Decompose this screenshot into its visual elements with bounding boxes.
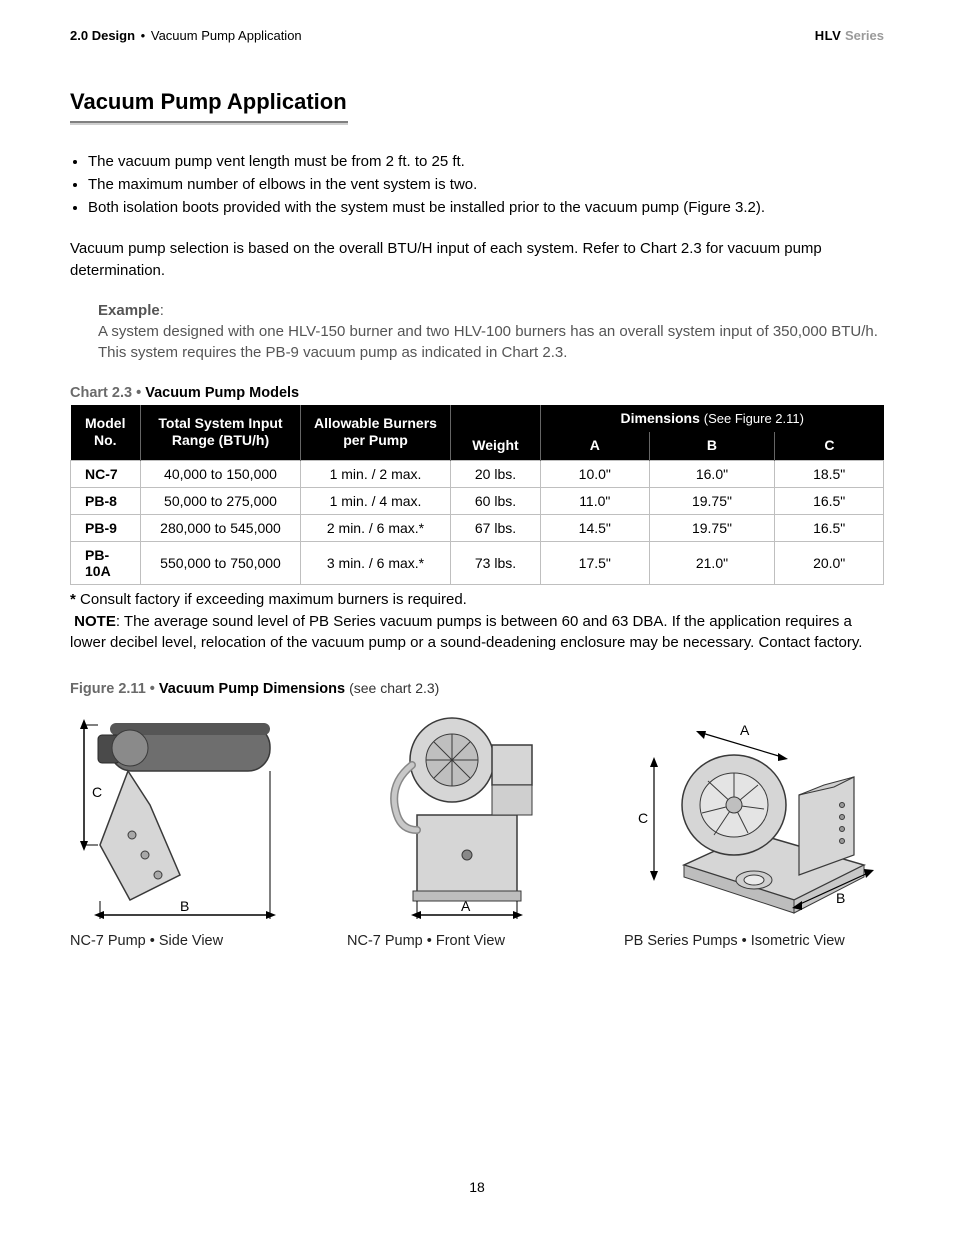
- col-dimensions: Dimensions (See Figure 2.11): [541, 405, 884, 433]
- pump-models-table: Model No. Total System Input Range (BTU/…: [70, 405, 884, 585]
- figure-caption: NC-7 Pump • Front View: [347, 933, 596, 949]
- section-title: Design: [92, 28, 135, 43]
- footnote-star: *: [70, 591, 80, 608]
- table-body: NC-7 40,000 to 150,000 1 min. / 2 max. 2…: [71, 460, 884, 584]
- table-row: NC-7 40,000 to 150,000 1 min. / 2 max. 2…: [71, 460, 884, 487]
- breadcrumb-sep: •: [141, 28, 146, 43]
- list-item: The maximum number of elbows in the vent…: [88, 174, 884, 196]
- cell-weight: 60 lbs.: [451, 487, 541, 514]
- col-dim-c: C: [775, 432, 884, 460]
- cell-burners: 1 min. / 2 max.: [301, 460, 451, 487]
- svg-text:B: B: [180, 898, 189, 914]
- page-header: 2.0 Design • Vacuum Pump Application HLV…: [70, 28, 884, 43]
- cell-a: 14.5": [541, 514, 650, 541]
- example-block: Example: A system designed with one HLV-…: [98, 300, 884, 363]
- col-model: Model No.: [71, 405, 141, 461]
- cell-model: NC-7: [71, 460, 141, 487]
- svg-text:C: C: [92, 784, 102, 800]
- table-row: PB-8 50,000 to 275,000 1 min. / 4 max. 6…: [71, 487, 884, 514]
- svg-text:A: A: [461, 898, 471, 914]
- cell-weight: 67 lbs.: [451, 514, 541, 541]
- cell-model: PB-8: [71, 487, 141, 514]
- cell-b: 19.75": [649, 487, 775, 514]
- svg-text:C: C: [638, 810, 648, 826]
- pump-side-view-icon: C B: [70, 705, 290, 925]
- cell-c: 20.0": [775, 541, 884, 584]
- col-dim-a: A: [541, 432, 650, 460]
- cell-range: 280,000 to 545,000: [141, 514, 301, 541]
- cell-range: 40,000 to 150,000: [141, 460, 301, 487]
- figures-row: C B NC-7 Pump • Side View: [70, 705, 884, 949]
- svg-text:A: A: [740, 722, 750, 738]
- col-dim-b: B: [649, 432, 775, 460]
- table-row: PB-10A 550,000 to 750,000 3 min. / 6 max…: [71, 541, 884, 584]
- cell-weight: 73 lbs.: [451, 541, 541, 584]
- figure-label: Figure 2.11 • Vacuum Pump Dimensions (se…: [70, 680, 884, 697]
- note-text: : The average sound level of PB Series v…: [70, 613, 862, 652]
- pump-front-view-icon: A: [347, 705, 567, 925]
- figure-caption: NC-7 Pump • Side View: [70, 933, 319, 949]
- series-word: Series: [845, 28, 884, 43]
- cell-c: 18.5": [775, 460, 884, 487]
- section-number: 2.0: [70, 28, 88, 43]
- cell-model: PB-10A: [71, 541, 141, 584]
- col-weight: Weight: [451, 405, 541, 461]
- figure-subtitle: (see chart 2.3): [349, 680, 439, 696]
- cell-c: 16.5": [775, 487, 884, 514]
- cell-a: 11.0": [541, 487, 650, 514]
- example-text: A system designed with one HLV-150 burne…: [98, 323, 878, 361]
- cell-c: 16.5": [775, 514, 884, 541]
- page-title: Vacuum Pump Application: [70, 89, 884, 115]
- intro-paragraph: Vacuum pump selection is based on the ov…: [70, 238, 884, 282]
- figure-nc7-side: C B NC-7 Pump • Side View: [70, 705, 319, 949]
- list-item: Both isolation boots provided with the s…: [88, 197, 884, 219]
- bullet-list: The vacuum pump vent length must be from…: [88, 151, 884, 218]
- figure-pb-iso: A C B PB Series Pumps • Isometric View: [624, 705, 884, 949]
- figure-title: Vacuum Pump Dimensions: [159, 681, 345, 697]
- cell-b: 16.0": [649, 460, 775, 487]
- cell-a: 10.0": [541, 460, 650, 487]
- cell-weight: 20 lbs.: [451, 460, 541, 487]
- footnote-star-text: Consult factory if exceeding maximum bur…: [80, 591, 467, 608]
- cell-b: 19.75": [649, 514, 775, 541]
- table-footnote: * Consult factory if exceeding maximum b…: [70, 589, 884, 654]
- col-burners: Allowable Burners per Pump: [301, 405, 451, 461]
- cell-model: PB-9: [71, 514, 141, 541]
- table-head: Model No. Total System Input Range (BTU/…: [71, 405, 884, 461]
- figure-nc7-front: A NC-7 Pump • Front View: [347, 705, 596, 949]
- subsection-title: Vacuum Pump Application: [151, 28, 302, 43]
- pump-iso-view-icon: A C B: [624, 705, 884, 925]
- cell-a: 17.5": [541, 541, 650, 584]
- chart-label: Chart 2.3 • Vacuum Pump Models: [70, 385, 884, 401]
- chart-title: Vacuum Pump Models: [145, 385, 299, 401]
- header-brand: HLV Series: [815, 28, 884, 43]
- cell-burners: 2 min. / 6 max.*: [301, 514, 451, 541]
- title-underline: [70, 121, 348, 125]
- page-number: 18: [0, 1179, 954, 1195]
- cell-burners: 1 min. / 4 max.: [301, 487, 451, 514]
- cell-range: 550,000 to 750,000: [141, 541, 301, 584]
- svg-text:B: B: [836, 890, 845, 906]
- header-breadcrumb: 2.0 Design • Vacuum Pump Application: [70, 28, 302, 43]
- example-label: Example: [98, 302, 160, 319]
- chart-number: Chart 2.3: [70, 385, 132, 401]
- cell-burners: 3 min. / 6 max.*: [301, 541, 451, 584]
- col-range: Total System Input Range (BTU/h): [141, 405, 301, 461]
- note-label: NOTE: [74, 613, 116, 630]
- figure-number: Figure 2.11: [70, 681, 146, 697]
- table-row: PB-9 280,000 to 545,000 2 min. / 6 max.*…: [71, 514, 884, 541]
- brand-name: HLV: [815, 28, 842, 43]
- list-item: The vacuum pump vent length must be from…: [88, 151, 884, 173]
- figure-caption: PB Series Pumps • Isometric View: [624, 933, 884, 949]
- cell-range: 50,000 to 275,000: [141, 487, 301, 514]
- cell-b: 21.0": [649, 541, 775, 584]
